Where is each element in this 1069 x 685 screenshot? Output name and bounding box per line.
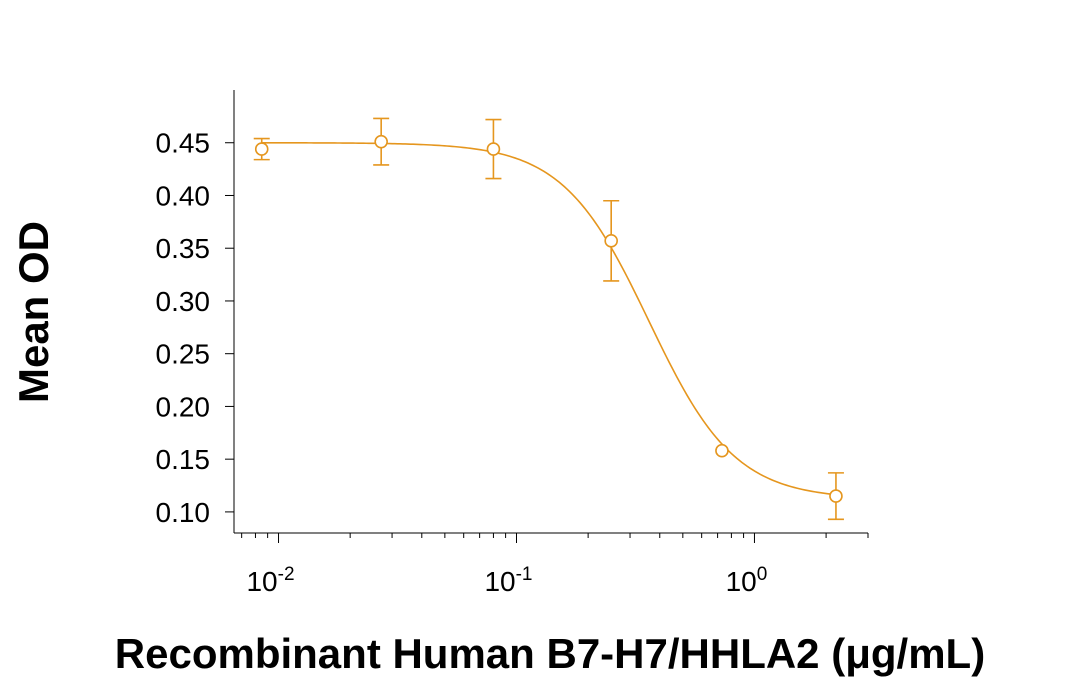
data-point	[829, 489, 843, 503]
data-point-group	[827, 472, 844, 521]
data-point-group	[715, 443, 729, 458]
data-point	[604, 234, 618, 248]
y-tick-label: 0.20	[156, 391, 211, 422]
x-tick-label: 10-2	[246, 564, 294, 597]
y-axis-title: Mean OD	[10, 221, 57, 403]
data-point-group	[373, 117, 390, 166]
data-point-group	[603, 199, 620, 282]
data-points-layer	[253, 117, 844, 521]
data-point	[715, 443, 729, 458]
y-tick-label: 0.25	[156, 339, 211, 370]
x-axis-title: Recombinant Human B7-H7/HHLA2 (μg/mL)	[115, 630, 985, 677]
x-tick-label: 10-1	[484, 564, 532, 597]
y-tick-label: 0.45	[156, 128, 211, 159]
data-point-group	[253, 137, 270, 161]
data-point	[254, 142, 269, 156]
fit-curve-layer	[261, 141, 837, 496]
y-tick-label: 0.40	[156, 180, 211, 211]
y-tick-label: 0.15	[156, 444, 211, 475]
axes: 0.10 0.15 0.20 0.25 0.30 0.35 0.40 0.45 10-2 10-1…	[156, 90, 869, 597]
fit-curve	[261, 141, 837, 496]
y-tick-label: 0.35	[156, 233, 211, 264]
data-point	[374, 134, 388, 149]
x-tick-label: 100	[726, 564, 768, 597]
y-tick-label: 0.30	[156, 286, 211, 317]
y-tick-label: 0.10	[156, 497, 211, 528]
data-point	[486, 142, 501, 156]
data-point-group	[485, 118, 502, 180]
